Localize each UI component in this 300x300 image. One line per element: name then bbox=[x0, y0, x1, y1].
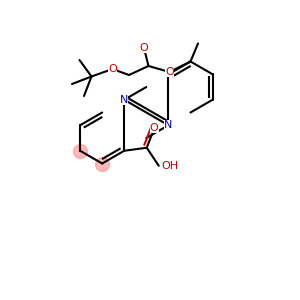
Text: O: O bbox=[140, 43, 148, 53]
Text: OH: OH bbox=[161, 161, 178, 171]
Text: O: O bbox=[108, 64, 117, 74]
Text: N: N bbox=[120, 95, 128, 105]
Text: N: N bbox=[164, 120, 172, 130]
Text: O: O bbox=[165, 67, 174, 77]
Text: O: O bbox=[150, 123, 159, 133]
